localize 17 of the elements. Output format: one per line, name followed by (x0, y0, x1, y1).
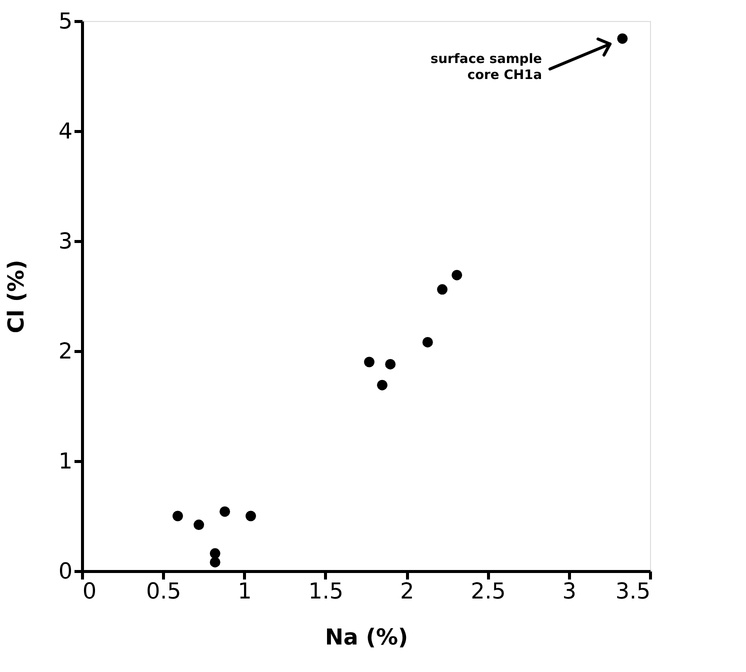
x-tick-label: 2.5 (470, 580, 506, 604)
x-tick-label: 3 (562, 580, 576, 604)
x-tick-label: 0.5 (146, 580, 182, 604)
x-axis-title: Na (%) (324, 626, 408, 650)
y-tick-label: 1 (58, 450, 72, 474)
y-tick-label: 3 (58, 230, 72, 254)
x-tick-label: 1 (238, 580, 252, 604)
x-tick-label: 1.5 (308, 580, 344, 604)
x-tick-label: 3.5 (616, 580, 650, 604)
y-tick-label: 5 (58, 10, 72, 34)
y-axis-title: Cl (%) (4, 260, 30, 334)
x-tick-label: 0 (82, 580, 96, 604)
y-tick-label: 2 (58, 340, 72, 364)
annotation: surface sample core CH1a (430, 52, 542, 83)
y-tick-label: 0 (58, 560, 72, 584)
y-tick-label: 4 (58, 120, 72, 144)
x-tick-label: 2 (400, 580, 414, 604)
